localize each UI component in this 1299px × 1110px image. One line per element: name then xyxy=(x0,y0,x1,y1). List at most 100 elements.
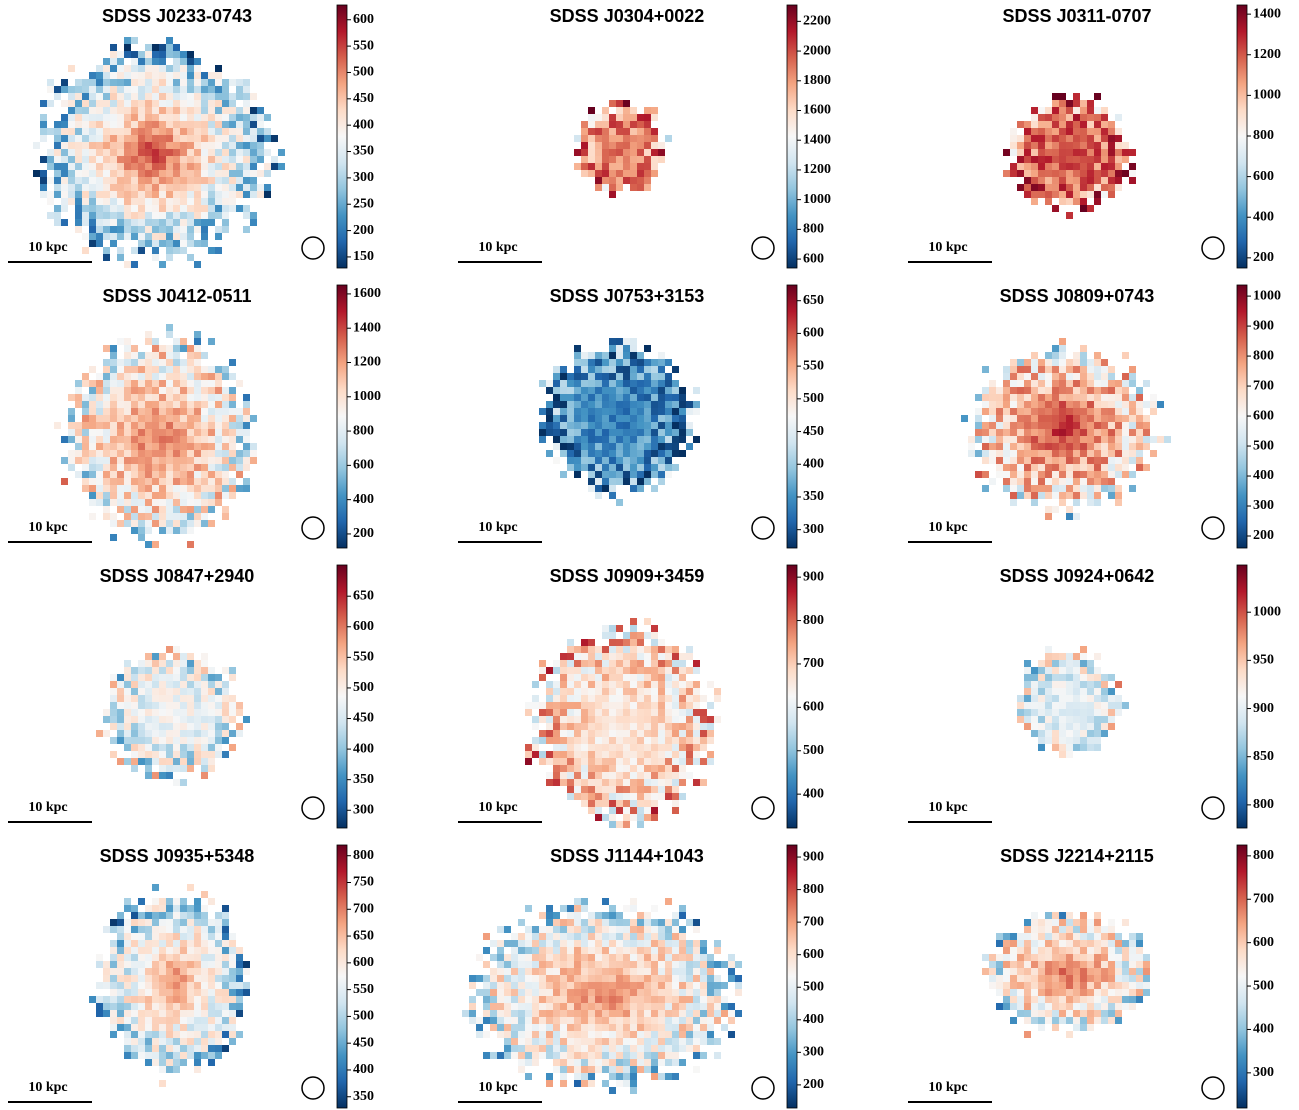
map-pixel xyxy=(110,954,117,961)
map-pixel xyxy=(560,653,567,660)
map-pixel xyxy=(1122,450,1129,457)
map-pixel xyxy=(609,387,616,394)
map-pixel xyxy=(131,730,138,737)
map-pixel xyxy=(1052,485,1059,492)
map-pixel xyxy=(581,933,588,940)
map-pixel xyxy=(173,79,180,86)
map-pixel xyxy=(630,744,637,751)
map-pixel xyxy=(145,765,152,772)
map-pixel xyxy=(574,1010,581,1017)
map-pixel xyxy=(1024,135,1031,142)
map-pixel xyxy=(700,975,707,982)
map-pixel xyxy=(1108,443,1115,450)
map-pixel xyxy=(1024,464,1031,471)
map-pixel xyxy=(1101,107,1108,114)
map-pixel xyxy=(560,730,567,737)
map-pixel xyxy=(187,240,194,247)
map-pixel xyxy=(595,443,602,450)
map-pixel xyxy=(194,709,201,716)
map-pixel xyxy=(1094,380,1101,387)
map-pixel xyxy=(166,898,173,905)
map-pixel xyxy=(215,247,222,254)
map-pixel xyxy=(145,387,152,394)
map-pixel xyxy=(1073,422,1080,429)
map-pixel xyxy=(1080,450,1087,457)
map-pixel xyxy=(166,1003,173,1010)
map-pixel xyxy=(103,373,110,380)
map-pixel xyxy=(187,233,194,240)
map-pixel xyxy=(117,65,124,72)
map-pixel xyxy=(616,499,623,506)
map-pixel xyxy=(194,1017,201,1024)
map-pixel xyxy=(560,394,567,401)
map-pixel xyxy=(194,478,201,485)
map-pixel xyxy=(1129,436,1136,443)
map-pixel xyxy=(201,716,208,723)
map-pixel xyxy=(574,1052,581,1059)
map-pixel xyxy=(194,660,201,667)
map-pixel xyxy=(131,121,138,128)
map-pixel xyxy=(546,667,553,674)
map-pixel xyxy=(623,639,630,646)
map-pixel xyxy=(138,142,145,149)
map-pixel xyxy=(707,1017,714,1024)
map-pixel xyxy=(630,625,637,632)
map-pixel xyxy=(173,359,180,366)
map-pixel xyxy=(546,380,553,387)
map-pixel xyxy=(145,191,152,198)
map-pixel xyxy=(609,961,616,968)
map-pixel xyxy=(1087,205,1094,212)
map-pixel xyxy=(180,478,187,485)
map-pixel xyxy=(138,471,145,478)
map-pixel xyxy=(679,765,686,772)
map-pixel xyxy=(1087,660,1094,667)
map-pixel xyxy=(588,107,595,114)
map-pixel xyxy=(630,1038,637,1045)
map-pixel xyxy=(1080,716,1087,723)
colorbar-tick-label: 450 xyxy=(353,91,374,106)
map-pixel xyxy=(96,457,103,464)
map-pixel xyxy=(560,989,567,996)
map-pixel xyxy=(250,135,257,142)
map-pixel xyxy=(145,170,152,177)
map-pixel xyxy=(581,730,588,737)
map-pixel xyxy=(173,51,180,58)
map-pixel xyxy=(131,716,138,723)
map-pixel xyxy=(665,898,672,905)
map-pixel xyxy=(131,359,138,366)
map-pixel xyxy=(1059,366,1066,373)
map-pixel xyxy=(201,933,208,940)
map-pixel xyxy=(124,114,131,121)
map-pixel xyxy=(1129,163,1136,170)
map-pixel xyxy=(159,373,166,380)
map-pixel xyxy=(1108,380,1115,387)
map-pixel xyxy=(229,408,236,415)
map-pixel xyxy=(138,660,145,667)
map-pixel xyxy=(194,373,201,380)
map-pixel xyxy=(159,996,166,1003)
map-pixel xyxy=(588,422,595,429)
map-pixel xyxy=(229,975,236,982)
map-pixel xyxy=(215,688,222,695)
map-pixel xyxy=(1038,926,1045,933)
map-pixel xyxy=(630,947,637,954)
map-pixel xyxy=(124,737,131,744)
map-pixel xyxy=(595,149,602,156)
map-pixel xyxy=(187,884,194,891)
map-pixel xyxy=(1038,485,1045,492)
map-pixel xyxy=(201,926,208,933)
map-pixel xyxy=(1059,191,1066,198)
map-pixel xyxy=(1038,450,1045,457)
map-pixel xyxy=(616,639,623,646)
map-pixel xyxy=(1066,415,1073,422)
map-pixel xyxy=(229,1017,236,1024)
map-pixel xyxy=(672,1059,679,1066)
map-pixel xyxy=(173,968,180,975)
map-pixel xyxy=(124,436,131,443)
map-pixel xyxy=(609,184,616,191)
map-pixel xyxy=(679,730,686,737)
map-pixel xyxy=(982,471,989,478)
map-pixel xyxy=(532,933,539,940)
map-pixel xyxy=(1094,702,1101,709)
map-pixel xyxy=(1024,688,1031,695)
